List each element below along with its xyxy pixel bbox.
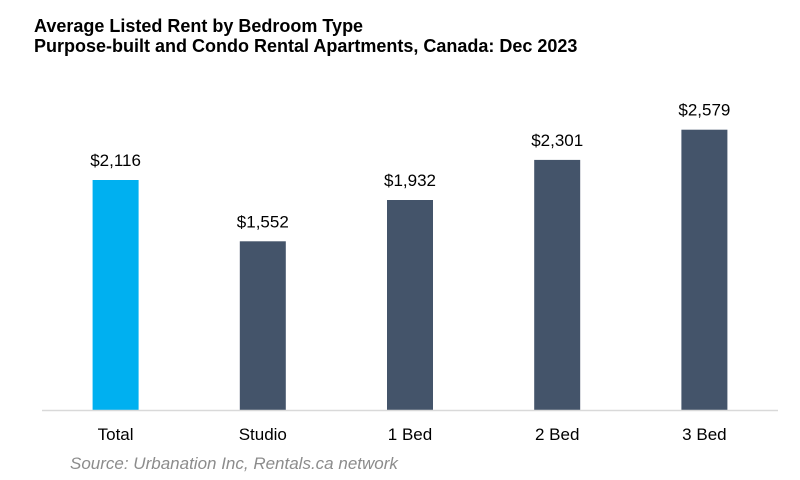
category-label-1-bed: 1 Bed bbox=[388, 425, 432, 444]
data-label-total: $2,116 bbox=[90, 151, 141, 170]
chart-title-block: Average Listed Rent by Bedroom Type Purp… bbox=[34, 16, 577, 56]
bar-2-bed bbox=[534, 159, 581, 410]
source-note: Source: Urbanation Inc, Rentals.ca netwo… bbox=[70, 454, 398, 473]
bar-1-bed bbox=[387, 200, 433, 410]
bar-total bbox=[92, 180, 139, 410]
bar-3-bed bbox=[681, 129, 728, 410]
category-label-3-bed: 3 Bed bbox=[682, 425, 726, 444]
category-label-2-bed: 2 Bed bbox=[535, 425, 579, 444]
category-label-studio: Studio bbox=[239, 425, 287, 444]
data-label-3-bed: $2,579 bbox=[678, 101, 730, 120]
data-label-1-bed: $1,932 bbox=[384, 171, 436, 190]
chart-subtitle: Purpose-built and Condo Rental Apartment… bbox=[34, 36, 578, 56]
bar-studio bbox=[239, 241, 286, 410]
chart-title: Average Listed Rent by Bedroom Type bbox=[34, 16, 364, 36]
category-label-total: Total bbox=[98, 425, 134, 444]
data-label-studio: $1,552 bbox=[237, 212, 289, 231]
data-label-2-bed: $2,301 bbox=[531, 131, 583, 150]
